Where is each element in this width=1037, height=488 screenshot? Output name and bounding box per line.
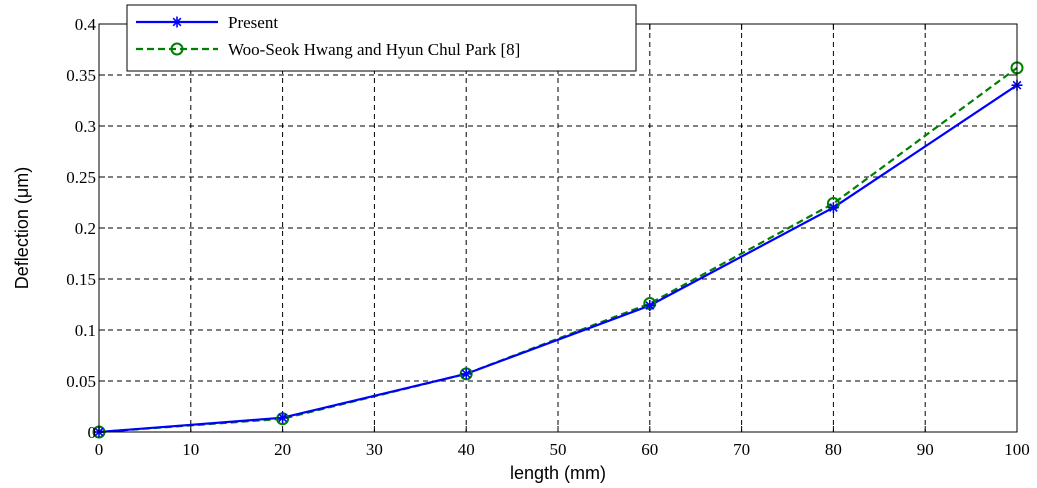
x-tick-label: 60 (641, 440, 658, 459)
series-line-1 (98, 66, 1018, 434)
series-0-point (277, 412, 289, 424)
series-line-0 (98, 84, 1018, 434)
legend-label-0: Present (228, 13, 278, 32)
legend: Present Woo-Seok Hwang and Hyun Chul Park… (126, 4, 637, 72)
legend-marker-1 (170, 42, 184, 56)
x-tick-label: 40 (458, 440, 475, 459)
legend-marker-0 (171, 16, 183, 28)
legend-box (126, 4, 637, 72)
series-0-point (460, 368, 472, 380)
x-tick-label: 100 (1004, 440, 1030, 459)
x-tick-label: 30 (366, 440, 383, 459)
x-axis-title: length (mm) (510, 463, 606, 483)
y-tick-label: 0.4 (75, 15, 97, 34)
x-tick-label: 90 (917, 440, 934, 459)
x-tick-label: 50 (550, 440, 567, 459)
y-tick-label: 0.05 (66, 372, 96, 391)
x-axis-ticks: 0 10 20 30 40 50 60 70 80 90 100 (95, 24, 1030, 459)
y-tick-label: 0.3 (75, 117, 96, 136)
y-tick-label: 0.2 (75, 219, 96, 238)
y-tick-label: 0.1 (75, 321, 96, 340)
x-tick-label: 20 (274, 440, 291, 459)
y-tick-label: 0.35 (66, 66, 96, 85)
y-tick-label: 0 (88, 423, 97, 442)
x-tick-label: 0 (95, 440, 104, 459)
y-axis-ticks: 0 0.05 0.1 0.15 0.2 0.25 0.3 0.35 0.4 (66, 15, 1017, 442)
series-0-point (827, 202, 839, 214)
series-lines (98, 66, 1018, 434)
legend-label-1: Woo-Seok Hwang and Hyun Chul Park [8] (228, 40, 520, 59)
y-axis-title: Deflection (μm) (12, 167, 32, 289)
y-tick-label: 0.25 (66, 168, 96, 187)
legend-items: Present Woo-Seok Hwang and Hyun Chul Park… (136, 13, 520, 59)
x-tick-label: 10 (182, 440, 199, 459)
x-tick-label: 80 (825, 440, 842, 459)
x-tick-label: 70 (733, 440, 750, 459)
series-0-point (644, 300, 656, 312)
grid-lines (99, 24, 1017, 432)
y-tick-label: 0.15 (66, 270, 96, 289)
